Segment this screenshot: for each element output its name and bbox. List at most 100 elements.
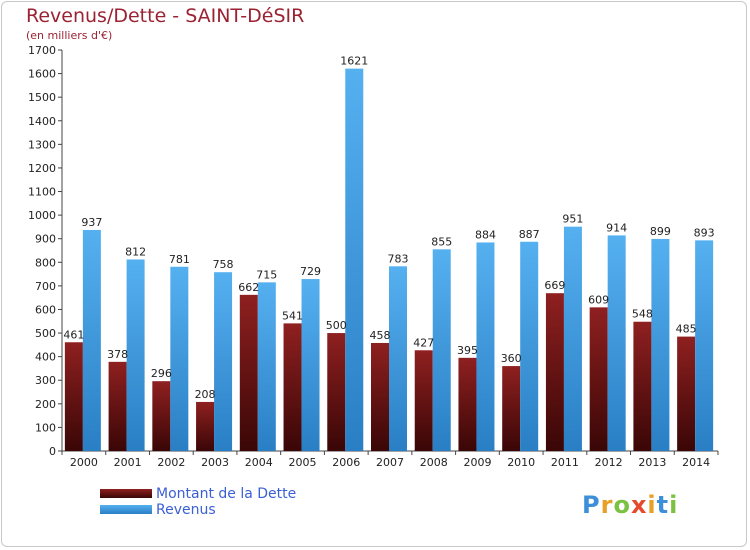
axes: 0 100 200 300 400 500 600 700 800 900 1000 1100 1200… xyxy=(28,44,719,469)
logo-letter: i xyxy=(647,491,657,519)
y-tick-label: 800 xyxy=(35,256,56,269)
bar-dette xyxy=(414,350,433,451)
x-tick-label: 2005 xyxy=(289,456,317,469)
y-tick-label: 1300 xyxy=(28,138,56,151)
y-tick-label: 1500 xyxy=(28,91,56,104)
value-label-dette: 541 xyxy=(282,309,303,322)
y-tick-label: 1000 xyxy=(28,209,56,222)
proxiti-logo: Proxiti xyxy=(582,491,678,519)
value-label-dette: 427 xyxy=(413,336,434,349)
bar-dette xyxy=(371,342,389,451)
bar-revenus xyxy=(82,229,101,451)
x-tick-label: 2013 xyxy=(638,456,666,469)
logo-letter: r xyxy=(600,491,614,519)
bar-revenus xyxy=(520,241,539,451)
bar-revenus xyxy=(301,279,320,451)
value-label-dette: 296 xyxy=(151,367,172,380)
y-tick-label: 200 xyxy=(35,398,56,411)
y-tick-label: 0 xyxy=(49,445,56,458)
chart-title: Revenus/Dette - SAINT-DéSIR xyxy=(26,5,305,27)
y-tick-label: 900 xyxy=(35,233,56,246)
value-label-dette: 458 xyxy=(370,329,391,342)
value-label-revenus: 914 xyxy=(606,221,627,234)
legend-swatch-revenus xyxy=(100,505,152,514)
value-label-revenus: 887 xyxy=(519,228,540,241)
logo-letter: P xyxy=(582,491,601,519)
x-tick-label: 2002 xyxy=(157,456,185,469)
bar-dette xyxy=(64,342,83,451)
bars xyxy=(64,68,714,451)
bar-revenus xyxy=(214,272,233,451)
legend-label-revenus: Revenus xyxy=(156,502,216,518)
x-tick-label: 2000 xyxy=(70,456,98,469)
x-tick-label: 2010 xyxy=(507,456,535,469)
value-label-dette: 360 xyxy=(501,352,522,365)
value-label-revenus: 855 xyxy=(431,235,452,248)
y-tick-label: 1600 xyxy=(28,68,56,81)
bar-dette xyxy=(502,366,521,451)
value-label-revenus: 951 xyxy=(562,213,583,226)
y-tick-label: 100 xyxy=(35,421,56,434)
y-tick-label: 1400 xyxy=(28,115,56,128)
bar-revenus xyxy=(389,266,407,451)
value-label-revenus: 715 xyxy=(256,268,277,281)
value-label-revenus: 758 xyxy=(213,258,234,271)
value-label-dette: 378 xyxy=(107,348,128,361)
value-label-dette: 461 xyxy=(63,328,84,341)
y-tick-label: 400 xyxy=(35,351,56,364)
value-label-revenus: 783 xyxy=(388,252,409,265)
value-label-revenus: 893 xyxy=(694,226,715,239)
x-tick-label: 2001 xyxy=(114,456,142,469)
y-tick-label: 700 xyxy=(35,280,56,293)
bar-dette xyxy=(108,361,127,451)
x-tick-label: 2003 xyxy=(201,456,229,469)
y-tick-label: 1700 xyxy=(28,44,56,57)
value-label-revenus: 899 xyxy=(650,225,671,238)
bar-dette xyxy=(196,401,215,451)
bar-dette xyxy=(633,321,652,451)
value-label-revenus: 1621 xyxy=(340,55,368,68)
x-tick-label: 2008 xyxy=(420,456,448,469)
chart-subtitle: (en milliers d'€) xyxy=(26,29,113,42)
bar-revenus xyxy=(476,242,495,451)
bar-revenus xyxy=(170,266,189,451)
value-label-revenus: 937 xyxy=(81,216,102,229)
bar-revenus xyxy=(432,249,451,451)
x-tick-label: 2014 xyxy=(682,456,710,469)
bar-dette xyxy=(677,336,696,451)
value-label-dette: 485 xyxy=(676,323,697,336)
x-tick-label: 2009 xyxy=(463,456,491,469)
value-label-dette: 609 xyxy=(588,293,609,306)
bar-dette xyxy=(239,294,258,451)
value-label-dette: 500 xyxy=(326,319,347,332)
bar-revenus xyxy=(651,238,670,451)
y-tick-label: 1200 xyxy=(28,162,56,175)
bar-revenus xyxy=(607,235,626,451)
logo-letter: i xyxy=(669,491,679,519)
bar-dette xyxy=(458,357,477,451)
y-tick-label: 600 xyxy=(35,303,56,316)
x-tick-label: 2011 xyxy=(551,456,579,469)
value-label-dette: 669 xyxy=(544,279,565,292)
value-label-dette: 208 xyxy=(195,388,216,401)
logo-letter: t xyxy=(656,491,670,519)
legend-swatch-debt xyxy=(100,489,152,498)
bar-dette xyxy=(152,381,171,451)
x-tick-label: 2012 xyxy=(595,456,623,469)
value-label-revenus: 812 xyxy=(125,245,146,258)
value-label-revenus: 884 xyxy=(475,228,496,241)
bar-dette xyxy=(283,323,302,451)
bar-dette xyxy=(327,333,346,451)
bar-dette xyxy=(545,293,564,451)
value-label-dette: 548 xyxy=(632,308,653,321)
bar-revenus xyxy=(126,259,145,451)
bar-dette xyxy=(589,307,608,451)
x-tick-label: 2006 xyxy=(332,456,360,469)
value-label-dette: 662 xyxy=(238,281,259,294)
x-tick-label: 2007 xyxy=(376,456,404,469)
bar-revenus xyxy=(345,68,364,451)
bar-revenus xyxy=(695,240,714,451)
x-tick-label: 2004 xyxy=(245,456,273,469)
